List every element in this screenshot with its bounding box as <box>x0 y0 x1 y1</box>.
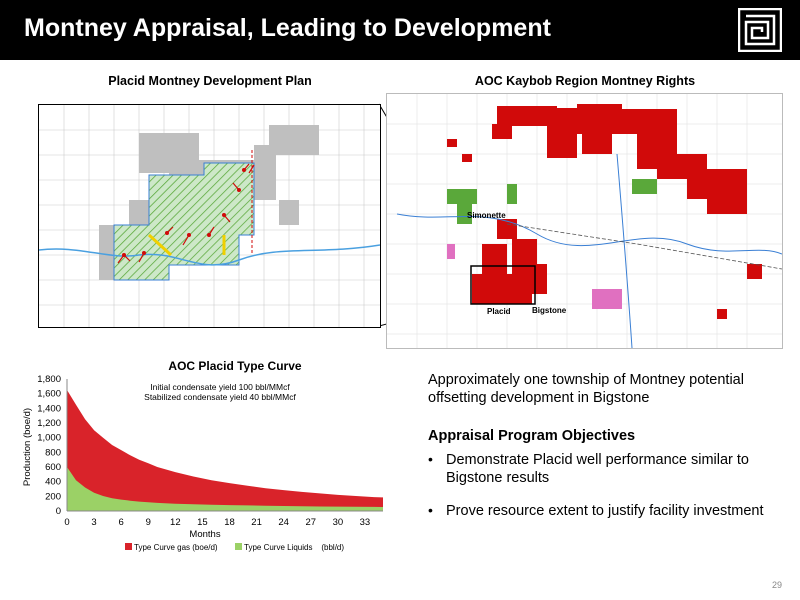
bullet-marker: • <box>428 502 433 518</box>
legend-swatch <box>235 543 242 550</box>
legend-swatch <box>125 543 132 550</box>
bullet-marker: • <box>428 451 433 467</box>
type-curve-chart: AOC Placid Type Curve Initial condensate … <box>0 352 410 572</box>
x-tick-label: 9 <box>146 517 151 528</box>
x-axis-label: Months <box>189 529 220 540</box>
bigstone-label: Bigstone <box>532 306 567 315</box>
x-tick-label: 6 <box>119 517 124 528</box>
page-number: 29 <box>772 580 783 590</box>
placid-development-map <box>38 104 381 328</box>
gas-area-series <box>67 390 383 511</box>
type-curve-chart-svg: AOC Placid Type Curve Initial condensate … <box>22 359 383 552</box>
objective-bullet: Prove resource extent to justify facilit… <box>446 503 764 519</box>
chart-title: AOC Placid Type Curve <box>168 359 301 373</box>
y-tick-label: 1,600 <box>37 389 61 400</box>
y-tick-label: 800 <box>45 447 61 458</box>
x-tick-label: 33 <box>360 517 371 528</box>
slide-header: Montney Appraisal, Leading to Developmen… <box>0 0 800 60</box>
placid-label: Placid <box>487 307 511 316</box>
legend-entry: Type Curve Liquids (bbl/d) <box>244 543 344 552</box>
objectives-heading: Appraisal Program Objectives <box>428 428 636 444</box>
x-tick-label: 24 <box>278 517 289 528</box>
kaybob-region-map: Simonette Placid Bigstone <box>386 93 783 349</box>
y-axis-label: Production (boe/d) <box>22 408 33 486</box>
y-tick-label: 1,200 <box>37 418 61 429</box>
x-tick-label: 15 <box>197 517 208 528</box>
y-tick-label: 1,000 <box>37 433 61 444</box>
x-tick-label: 18 <box>224 517 235 528</box>
x-tick-label: 12 <box>170 517 181 528</box>
chart-annotation: Initial condensate yield 100 bbl/MMcf <box>150 382 290 392</box>
y-tick-label: 400 <box>45 477 61 488</box>
legend-entry: Type Curve gas (boe/d) <box>134 543 218 552</box>
slide-title: Montney Appraisal, Leading to Developmen… <box>24 14 551 42</box>
square-spiral-logo-icon <box>738 8 782 52</box>
placid-map-image <box>39 105 380 327</box>
x-tick-label: 27 <box>305 517 316 528</box>
y-tick-label: 200 <box>45 491 61 502</box>
simonette-label: Simonette <box>467 211 506 220</box>
chart-annotation: Stabilized condensate yield 40 bbl/MMcf <box>144 392 296 402</box>
x-tick-label: 0 <box>64 517 69 528</box>
objective-bullet: Demonstrate Placid well performance simi… <box>446 452 749 486</box>
liquids-area-series <box>67 467 383 511</box>
intro-text: Approximately one township of Montney po… <box>428 372 744 406</box>
y-tick-label: 1,800 <box>37 374 61 385</box>
x-tick-label: 21 <box>251 517 262 528</box>
left-map-title: Placid Montney Development Plan <box>108 74 312 88</box>
x-tick-label: 30 <box>333 517 344 528</box>
x-tick-label: 3 <box>91 517 96 528</box>
y-tick-label: 0 <box>56 506 61 517</box>
right-map-title: AOC Kaybob Region Montney Rights <box>474 74 696 88</box>
y-tick-label: 1,400 <box>37 403 61 414</box>
y-tick-label: 600 <box>45 462 61 473</box>
kaybob-map-image: Simonette Placid Bigstone <box>387 94 782 348</box>
